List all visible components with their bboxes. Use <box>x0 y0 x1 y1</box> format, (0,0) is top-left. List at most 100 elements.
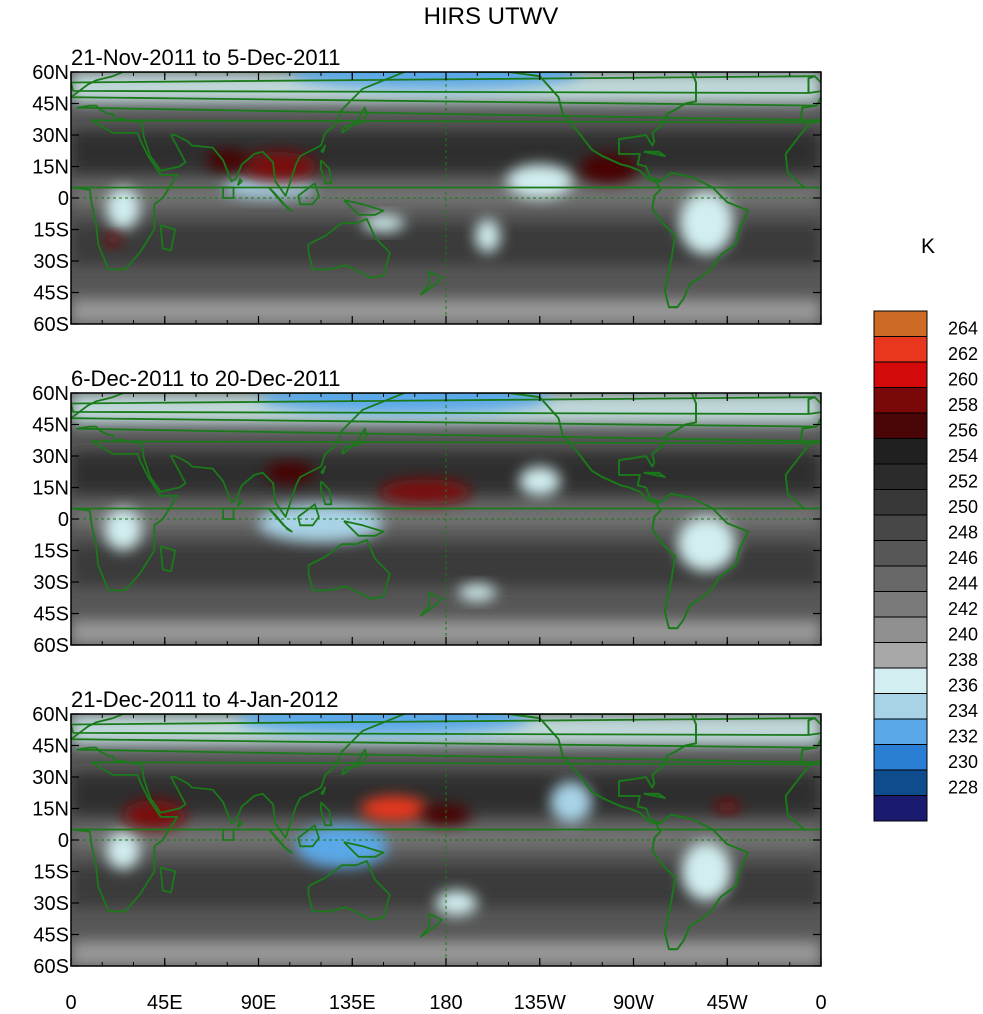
coastline <box>268 507 293 533</box>
longitude-axis: 0 45E 90E 135E 180 135W 90W 45W 0 <box>65 992 826 1014</box>
moist-region <box>237 714 530 735</box>
colorbar-label: 252 <box>948 472 978 492</box>
colorbar-swatch <box>873 693 928 720</box>
dry-region <box>379 479 471 505</box>
lat-tick-label: 30N <box>32 125 69 147</box>
coastline <box>799 96 821 124</box>
moist-region <box>550 781 592 824</box>
lat-tick-label: 0 <box>58 188 69 210</box>
lat-tick-label: 60N <box>32 62 69 84</box>
lon-tick-label: 45E <box>147 992 183 1014</box>
colorbar-label: 234 <box>948 701 978 721</box>
coastline <box>477 393 697 504</box>
coastline <box>973 188 983 199</box>
map-panel: 60N 45N 30N 15N 0 15S 30S 45S 60S 21-Dec-2011 to … <box>32 687 822 978</box>
moist-region <box>458 584 496 601</box>
figure-title: HIRS UTWV <box>424 3 559 30</box>
coastline <box>268 828 293 854</box>
colorbar-label: 236 <box>948 676 978 696</box>
colorbar-label: 258 <box>948 395 978 415</box>
coastline <box>236 178 243 187</box>
colorbar-unit: K <box>921 235 935 258</box>
moist-region <box>518 466 561 496</box>
colorbar-swatch <box>873 616 928 643</box>
dry-region <box>714 800 740 813</box>
lat-tick-label: 45N <box>32 736 69 758</box>
coastlines <box>71 714 821 951</box>
coastline <box>320 144 327 153</box>
colorbar-label: 246 <box>948 548 978 568</box>
colorbar-swatch <box>873 361 928 388</box>
dry-region <box>264 462 315 484</box>
moist-band <box>71 506 821 528</box>
lat-tick-label: 30N <box>32 446 69 468</box>
dry-region <box>421 804 471 826</box>
coastline <box>222 507 235 520</box>
coastline <box>71 761 812 913</box>
map-panel: 60N 45N 30N 15N 0 15S 30S 45S 60S 21-Nov-2011 to … <box>32 45 983 336</box>
coastline <box>320 465 327 474</box>
moist-region <box>506 164 574 198</box>
moist-region <box>679 191 734 255</box>
coastline <box>643 471 666 478</box>
lat-tick-label: 45S <box>33 925 69 947</box>
coastline <box>71 440 812 592</box>
coastline <box>297 182 320 206</box>
dry-region <box>579 153 638 184</box>
coastline <box>236 820 243 829</box>
moist-region <box>435 890 478 916</box>
colorbar-label: 238 <box>948 650 978 670</box>
lon-tick-label: 90W <box>613 992 654 1014</box>
lon-tick-label: 135W <box>514 992 566 1014</box>
lat-tick-label: 60S <box>33 956 69 978</box>
panel-subtitle: 21-Nov-2011 to 5-Dec-2011 <box>71 45 340 70</box>
dry-region <box>123 800 186 830</box>
coastline <box>340 748 368 776</box>
coastline <box>651 171 749 309</box>
lat-tick-label: 60N <box>32 704 69 726</box>
colorbar-swatch <box>873 540 928 567</box>
colorbar-swatch <box>873 310 928 337</box>
moist-region <box>258 393 551 414</box>
coastline <box>71 393 820 518</box>
colorbar-swatch <box>873 412 928 439</box>
lon-tick-label: 135E <box>329 992 376 1014</box>
coastline <box>643 150 666 157</box>
coastline <box>71 72 820 197</box>
lat-tick-label: 30N <box>32 767 69 789</box>
colorbar-swatch <box>873 642 928 669</box>
lat-tick-label: 60S <box>33 314 69 336</box>
coastline <box>343 520 385 537</box>
coastline <box>222 186 235 199</box>
colorbar-label: 250 <box>948 497 978 517</box>
colorbar-swatch <box>873 336 928 363</box>
colorbar-swatch <box>873 438 928 465</box>
colorbar-label: 240 <box>948 625 978 645</box>
coastline <box>297 824 320 848</box>
dry-region <box>206 149 249 171</box>
lat-tick-label: 45N <box>32 415 69 437</box>
colorbar: 264 262 260 258 256 254 252 250 248 246 244 242 240 2… <box>873 310 978 822</box>
lat-tick-label: 15N <box>32 799 69 821</box>
lon-tick-label: 180 <box>429 992 462 1014</box>
coastline <box>159 866 177 894</box>
colorbar-label: 228 <box>948 778 978 798</box>
dry-region <box>104 233 121 247</box>
coastline <box>420 912 443 938</box>
moist-region <box>677 516 736 572</box>
coastline <box>307 539 391 600</box>
coastline <box>159 545 177 573</box>
moist-region <box>362 214 405 232</box>
lat-tick-label: 15N <box>32 157 69 179</box>
coastline <box>159 224 177 252</box>
coastline <box>477 714 697 825</box>
coastline <box>71 119 812 271</box>
lon-tick-label: 45W <box>707 992 748 1014</box>
coastline <box>222 828 235 841</box>
moist-region <box>106 831 140 870</box>
colorbar-label: 262 <box>948 344 978 364</box>
colorbar-swatch <box>873 718 928 745</box>
coastline <box>307 218 391 279</box>
colorbar-label: 248 <box>948 523 978 543</box>
